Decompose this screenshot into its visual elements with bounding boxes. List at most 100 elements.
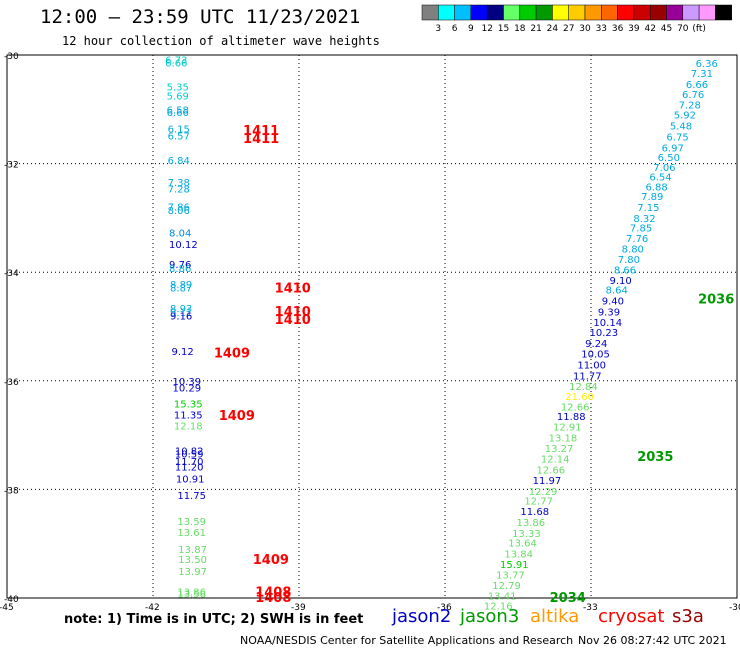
wave-height-label: 10.59 — [175, 450, 204, 461]
y-tick-label: -40 — [4, 595, 19, 605]
time-label: 2034 — [550, 591, 586, 606]
colorbar-segment — [617, 4, 635, 21]
time-label: 1411 — [243, 124, 279, 139]
x-tick-label: -39 — [291, 603, 306, 613]
wave-height-label: 8.06 — [168, 206, 190, 217]
wave-height-label: 13.59 — [177, 517, 206, 528]
time-label: 2036 — [698, 292, 734, 307]
colorbar-label: 36 — [612, 24, 624, 34]
colorbar-label: 21 — [530, 24, 541, 34]
wave-height-label: 9.39 — [598, 307, 620, 318]
time-label: 1410 — [275, 305, 311, 320]
colorbar-label: 15 — [498, 24, 509, 34]
wave-height-label: 13.77 — [496, 571, 525, 582]
plot-marks: 6.736.665.355.696.586.666.156.576.847.38… — [165, 55, 734, 612]
satellite-legend-jason2: jason2 — [392, 606, 452, 627]
colorbar-segment — [649, 4, 667, 21]
colorbar-label: 70 — [677, 24, 689, 34]
colorbar-segment — [666, 4, 684, 21]
colorbar-segment — [503, 4, 521, 21]
colorbar-label: 33 — [596, 24, 607, 34]
wave-height-label: 11.70 — [175, 457, 204, 468]
wave-height-label: 12.66 — [561, 402, 590, 413]
wave-height-label: 12.14 — [541, 454, 570, 465]
time-label: 1408 — [255, 591, 291, 606]
colorbar-label: 3 — [435, 24, 441, 34]
wave-height-label: 6.15 — [168, 124, 190, 135]
colorbar-label: 12 — [481, 24, 492, 34]
wave-height-label: 8.04 — [169, 229, 191, 240]
wave-height-label: 6.97 — [662, 143, 684, 154]
wave-height-label: 10.39 — [172, 377, 201, 388]
wave-height-label: 8.32 — [633, 214, 655, 225]
wave-height-label: 6.66 — [167, 108, 189, 119]
wave-height-label: 8.80 — [622, 244, 644, 255]
plot-axes: -45 -42 -39 -36 -33 -30 -30 -32 -34 -36 -38 -40 — [0, 52, 740, 613]
colorbar-segment — [470, 4, 488, 21]
wave-height-label: 13.27 — [545, 444, 574, 455]
satellite-legend-s3a: s3a — [672, 606, 704, 627]
y-tick-label: -36 — [4, 378, 19, 388]
y-tick-label: -30 — [4, 52, 19, 62]
wave-height-label: 7.80 — [618, 255, 640, 266]
wave-height-label: 7.06 — [653, 163, 675, 174]
wave-height-label: 12.66 — [536, 465, 565, 476]
wave-height-label: 5.35 — [167, 82, 189, 93]
colorbar-label: 6 — [452, 24, 458, 34]
colorbar-segment — [715, 4, 732, 21]
wave-height-label: 10.12 — [169, 240, 198, 251]
wave-height-label: 7.15 — [637, 203, 659, 214]
satellite-legend-altika: altika — [530, 606, 580, 627]
wave-height-label: 15.91 — [500, 560, 529, 571]
x-tick-label: -42 — [145, 603, 160, 613]
colorbar-label: (ft) — [692, 24, 706, 34]
colorbar-segment — [568, 4, 586, 21]
time-label: 1409 — [214, 347, 250, 362]
y-tick-label: -38 — [4, 486, 19, 496]
wave-height-label: 12.79 — [492, 581, 521, 592]
wave-height-label: 11.77 — [573, 371, 602, 382]
wave-height-label: 13.86 — [517, 518, 546, 529]
wave-height-label: 12.77 — [524, 496, 553, 507]
colorbar-label: 45 — [661, 24, 672, 34]
wave-height-label: 12.29 — [529, 487, 558, 498]
wave-height-label: 9.24 — [585, 339, 607, 350]
wave-height-label: 11.00 — [577, 361, 606, 372]
wave-height-label: 5.69 — [167, 92, 189, 103]
colorbar-label: 27 — [563, 24, 574, 34]
wave-height-label: 7.89 — [641, 192, 663, 203]
wave-height-label: 11.75 — [177, 491, 206, 502]
colorbar-segment — [584, 4, 602, 21]
chart-title: 12:00 — 23:59 UTC 11/23/2021 — [40, 6, 361, 28]
wave-height-label: 7.85 — [630, 224, 652, 235]
wave-height-label: 13.33 — [512, 529, 541, 540]
colorbar-segment — [519, 4, 537, 21]
wave-height-label: 15.35 — [174, 400, 203, 411]
wave-height-label: 6.57 — [168, 131, 190, 142]
wave-height-label: 6.66 — [686, 80, 708, 91]
time-label: 1411 — [243, 132, 279, 147]
time-label: 1409 — [253, 553, 289, 568]
wave-height-label: 6.50 — [658, 153, 680, 164]
wave-height-label: 7.86 — [168, 202, 190, 213]
wave-height-label: 7.28 — [679, 100, 701, 111]
satellite-legend-cryosat: cryosat — [598, 606, 665, 627]
wave-height-label: 13.61 — [177, 528, 206, 539]
wave-height-label: 11.35 — [174, 410, 203, 421]
wave-height-label: 9.11 — [170, 308, 192, 319]
wave-height-label: 6.54 — [649, 173, 671, 184]
x-tick-label: -30 — [729, 603, 740, 613]
wave-height-label: 11.97 — [533, 476, 562, 487]
wave-height-label: 10.82 — [175, 446, 204, 457]
wave-height-label: 12.84 — [569, 382, 598, 393]
wave-height-label: 8.86 — [169, 264, 191, 275]
colorbar-segment — [698, 4, 716, 21]
colorbar-segment — [421, 4, 439, 21]
colorbar-segment — [535, 4, 553, 21]
wave-height-label: 13.86 — [177, 587, 206, 598]
colorbar-label: 24 — [547, 24, 559, 34]
colorbar-segment — [601, 4, 618, 21]
wave-height-label: 8.64 — [606, 286, 628, 297]
colorbar-segment — [438, 4, 455, 21]
wave-height-label: 10.29 — [172, 383, 201, 394]
